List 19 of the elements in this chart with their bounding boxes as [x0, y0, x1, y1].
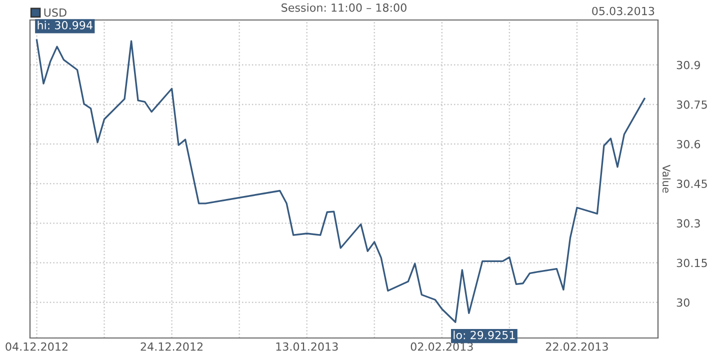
- text: 05.03.2013: [592, 6, 654, 16]
- x-tick-label: 13.01.2013: [276, 342, 338, 351]
- annotation: lo: 29.9251: [454, 330, 515, 340]
- y-axis-title: Value: [662, 164, 671, 193]
- x-tick-label: 24.12.2012: [140, 342, 202, 351]
- line-series: [36, 39, 646, 323]
- y-tick-label: 30.45: [676, 180, 707, 188]
- y-tick-label: 30.6: [676, 140, 700, 148]
- annotation: hi: 30.994: [38, 20, 92, 30]
- chart-title: Session: 11:00 – 18:00: [282, 3, 406, 12]
- x-tick-label: 22.02.2013: [546, 342, 608, 351]
- y-tick-label: 30.9: [676, 60, 700, 70]
- y-tick-label: 30.3: [676, 219, 700, 228]
- legend-label: USD: [44, 8, 66, 17]
- y-tick-label: 30.75: [676, 100, 707, 109]
- y-tick-label: 30: [676, 298, 690, 307]
- x-tick-label: 04.12.2012: [6, 342, 68, 351]
- y-tick-label: 30.15: [676, 258, 707, 268]
- x-tick-label: 02.02.2013: [410, 342, 473, 351]
